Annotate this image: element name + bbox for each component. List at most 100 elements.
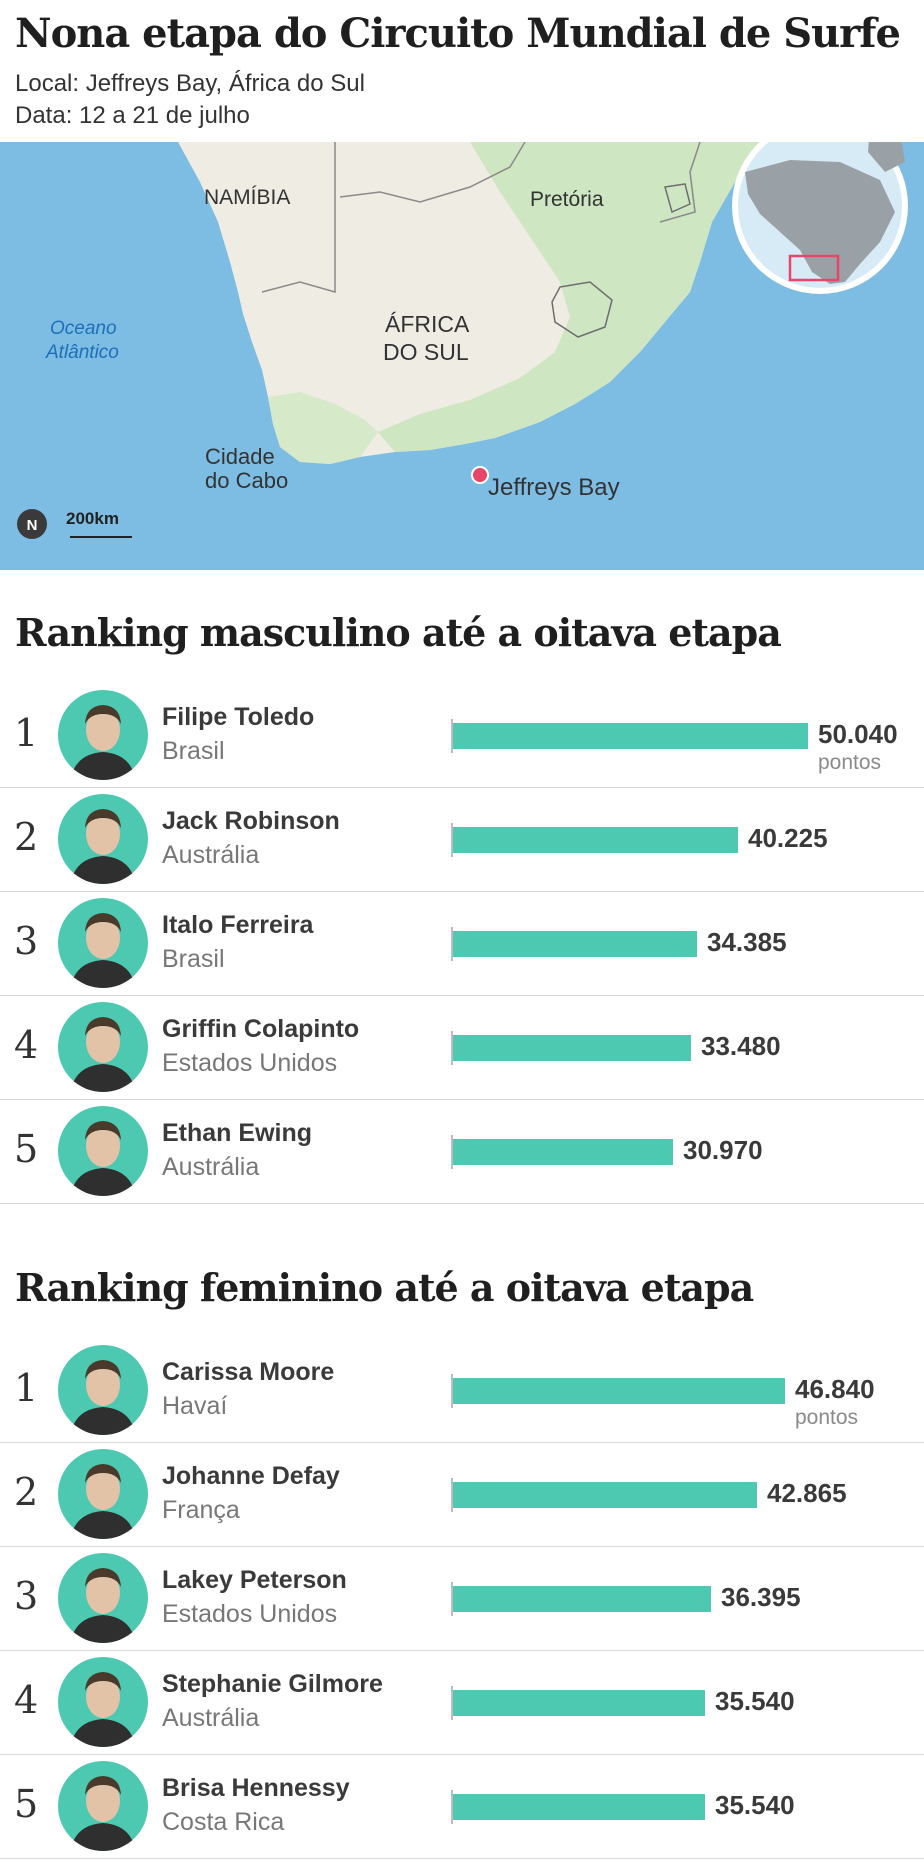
athlete-country: Brasil [162,945,225,973]
header: Nona etapa do Circuito Mundial de Surfe … [0,0,924,142]
points-bar [453,931,697,957]
label-ocean-2: Atlântico [45,342,119,363]
arabia-shape [868,142,905,172]
points-value: 40.225 [748,823,828,853]
lesotho-border [551,281,613,338]
bar-axis [451,1478,453,1512]
athlete-avatar [58,1345,148,1435]
rank-position: 2 [14,815,39,859]
athlete-country: França [162,1496,240,1524]
bar-axis [451,1135,453,1169]
bar-axis [451,1686,453,1720]
ranking-row: 1 Filipe Toledo Brasil 50.040 pontos [0,683,924,788]
locator-map: NAMÍBIA Pretória ÁFRICA DO SUL Oceano At… [0,142,924,570]
points-bar [453,723,808,749]
event-location: Local: Jeffreys Bay, África do Sul [15,70,365,97]
eswatini-border [664,183,691,214]
inset-globe [732,142,908,294]
rank-position: 2 [14,1470,39,1514]
ranking-row: 2 Johanne Defay França 42.865 [0,1442,924,1547]
rank-position: 1 [14,711,39,755]
bar-axis [451,1790,453,1824]
athlete-name: Griffin Colapinto [162,1015,360,1043]
green-region [378,142,760,452]
rank-position: 1 [14,1366,39,1410]
rank-position: 3 [14,919,39,963]
athlete-country: Brasil [162,737,225,765]
athlete-name: Filipe Toledo [162,703,315,731]
page-title: Nona etapa do Circuito Mundial de Surfe [15,10,901,57]
points-value: 30.970 [683,1135,763,1165]
rank-position: 5 [14,1782,39,1826]
rank-position: 3 [14,1574,39,1618]
points-unit: pontos [818,751,882,774]
points-bar [453,1035,691,1061]
bar-axis [451,1031,453,1065]
athlete-avatar [58,690,148,780]
rank-position: 4 [14,1678,39,1722]
points-value: 46.840 [795,1374,875,1404]
points-value: 35.540 [715,1686,795,1716]
map-svg: NAMÍBIA Pretória ÁFRICA DO SUL Oceano At… [0,142,924,570]
label-jeffreys: Jeffreys Bay [488,474,620,501]
athlete-avatar [58,1449,148,1539]
athlete-country: Costa Rica [162,1808,285,1836]
points-value: 36.395 [721,1582,801,1612]
ranking-row: 4 Griffin Colapinto Estados Unidos 33.480 [0,995,924,1100]
athlete-name: Jack Robinson [162,807,340,835]
bar-axis [451,927,453,961]
green-cape [268,392,378,464]
athlete-name: Brisa Hennessy [162,1774,350,1802]
athlete-name: Ethan Ewing [162,1119,312,1147]
athlete-name: Italo Ferreira [162,911,314,939]
ranking-row: 4 Stephanie Gilmore Austrália 35.540 [0,1650,924,1755]
athlete-avatar [58,1002,148,1092]
athlete-country: Austrália [162,1704,260,1732]
points-bar [453,1586,711,1612]
points-bar [453,1378,785,1404]
africa-shape [745,160,895,284]
points-bar [453,827,738,853]
points-bar [453,1482,757,1508]
ranking-row: 1 Carissa Moore Havaí 46.840 pontos [0,1338,924,1443]
points-bar [453,1139,673,1165]
athlete-country: Estados Unidos [162,1600,338,1628]
rank-position: 4 [14,1023,39,1067]
bar-axis [451,1582,453,1616]
athlete-country: Austrália [162,841,260,869]
bar-axis [451,719,453,753]
athlete-name: Stephanie Gilmore [162,1670,383,1698]
points-value: 34.385 [707,927,787,957]
rank-position: 5 [14,1127,39,1171]
athlete-country: Estados Unidos [162,1049,338,1077]
label-cape-1: Cidade [205,444,275,469]
athlete-name: Carissa Moore [162,1358,335,1386]
women-ranking-title: Ranking feminino até a oitava etapa [15,1265,754,1310]
ranking-row: 5 Brisa Hennessy Costa Rica 35.540 [0,1754,924,1859]
athlete-avatar [58,1657,148,1747]
bar-axis [451,1374,453,1408]
athlete-name: Lakey Peterson [162,1566,347,1594]
bar-axis [451,823,453,857]
points-value: 42.865 [767,1478,847,1508]
inset-highlight-box [788,254,840,282]
men-ranking-title: Ranking masculino até a oitava etapa [15,610,782,655]
mozambique-border [659,142,701,223]
athlete-country: Havaí [162,1392,228,1420]
ranking-row: 5 Ethan Ewing Austrália 30.970 [0,1099,924,1204]
athlete-country: Austrália [162,1153,260,1181]
label-ocean-1: Oceano [50,318,117,339]
scale-label: 200km [66,509,119,528]
north-arrow-icon [17,509,47,539]
athlete-avatar [58,794,148,884]
ranking-row: 2 Jack Robinson Austrália 40.225 [0,787,924,892]
points-bar [453,1794,705,1820]
points-bar [453,1690,705,1716]
north-label: N [27,517,38,534]
points-value: 35.540 [715,1790,795,1820]
points-value: 50.040 [818,719,898,749]
athlete-avatar [58,1553,148,1643]
botswana-border [339,142,526,203]
label-country-1: ÁFRICA [385,311,470,337]
athlete-avatar [58,1761,148,1851]
